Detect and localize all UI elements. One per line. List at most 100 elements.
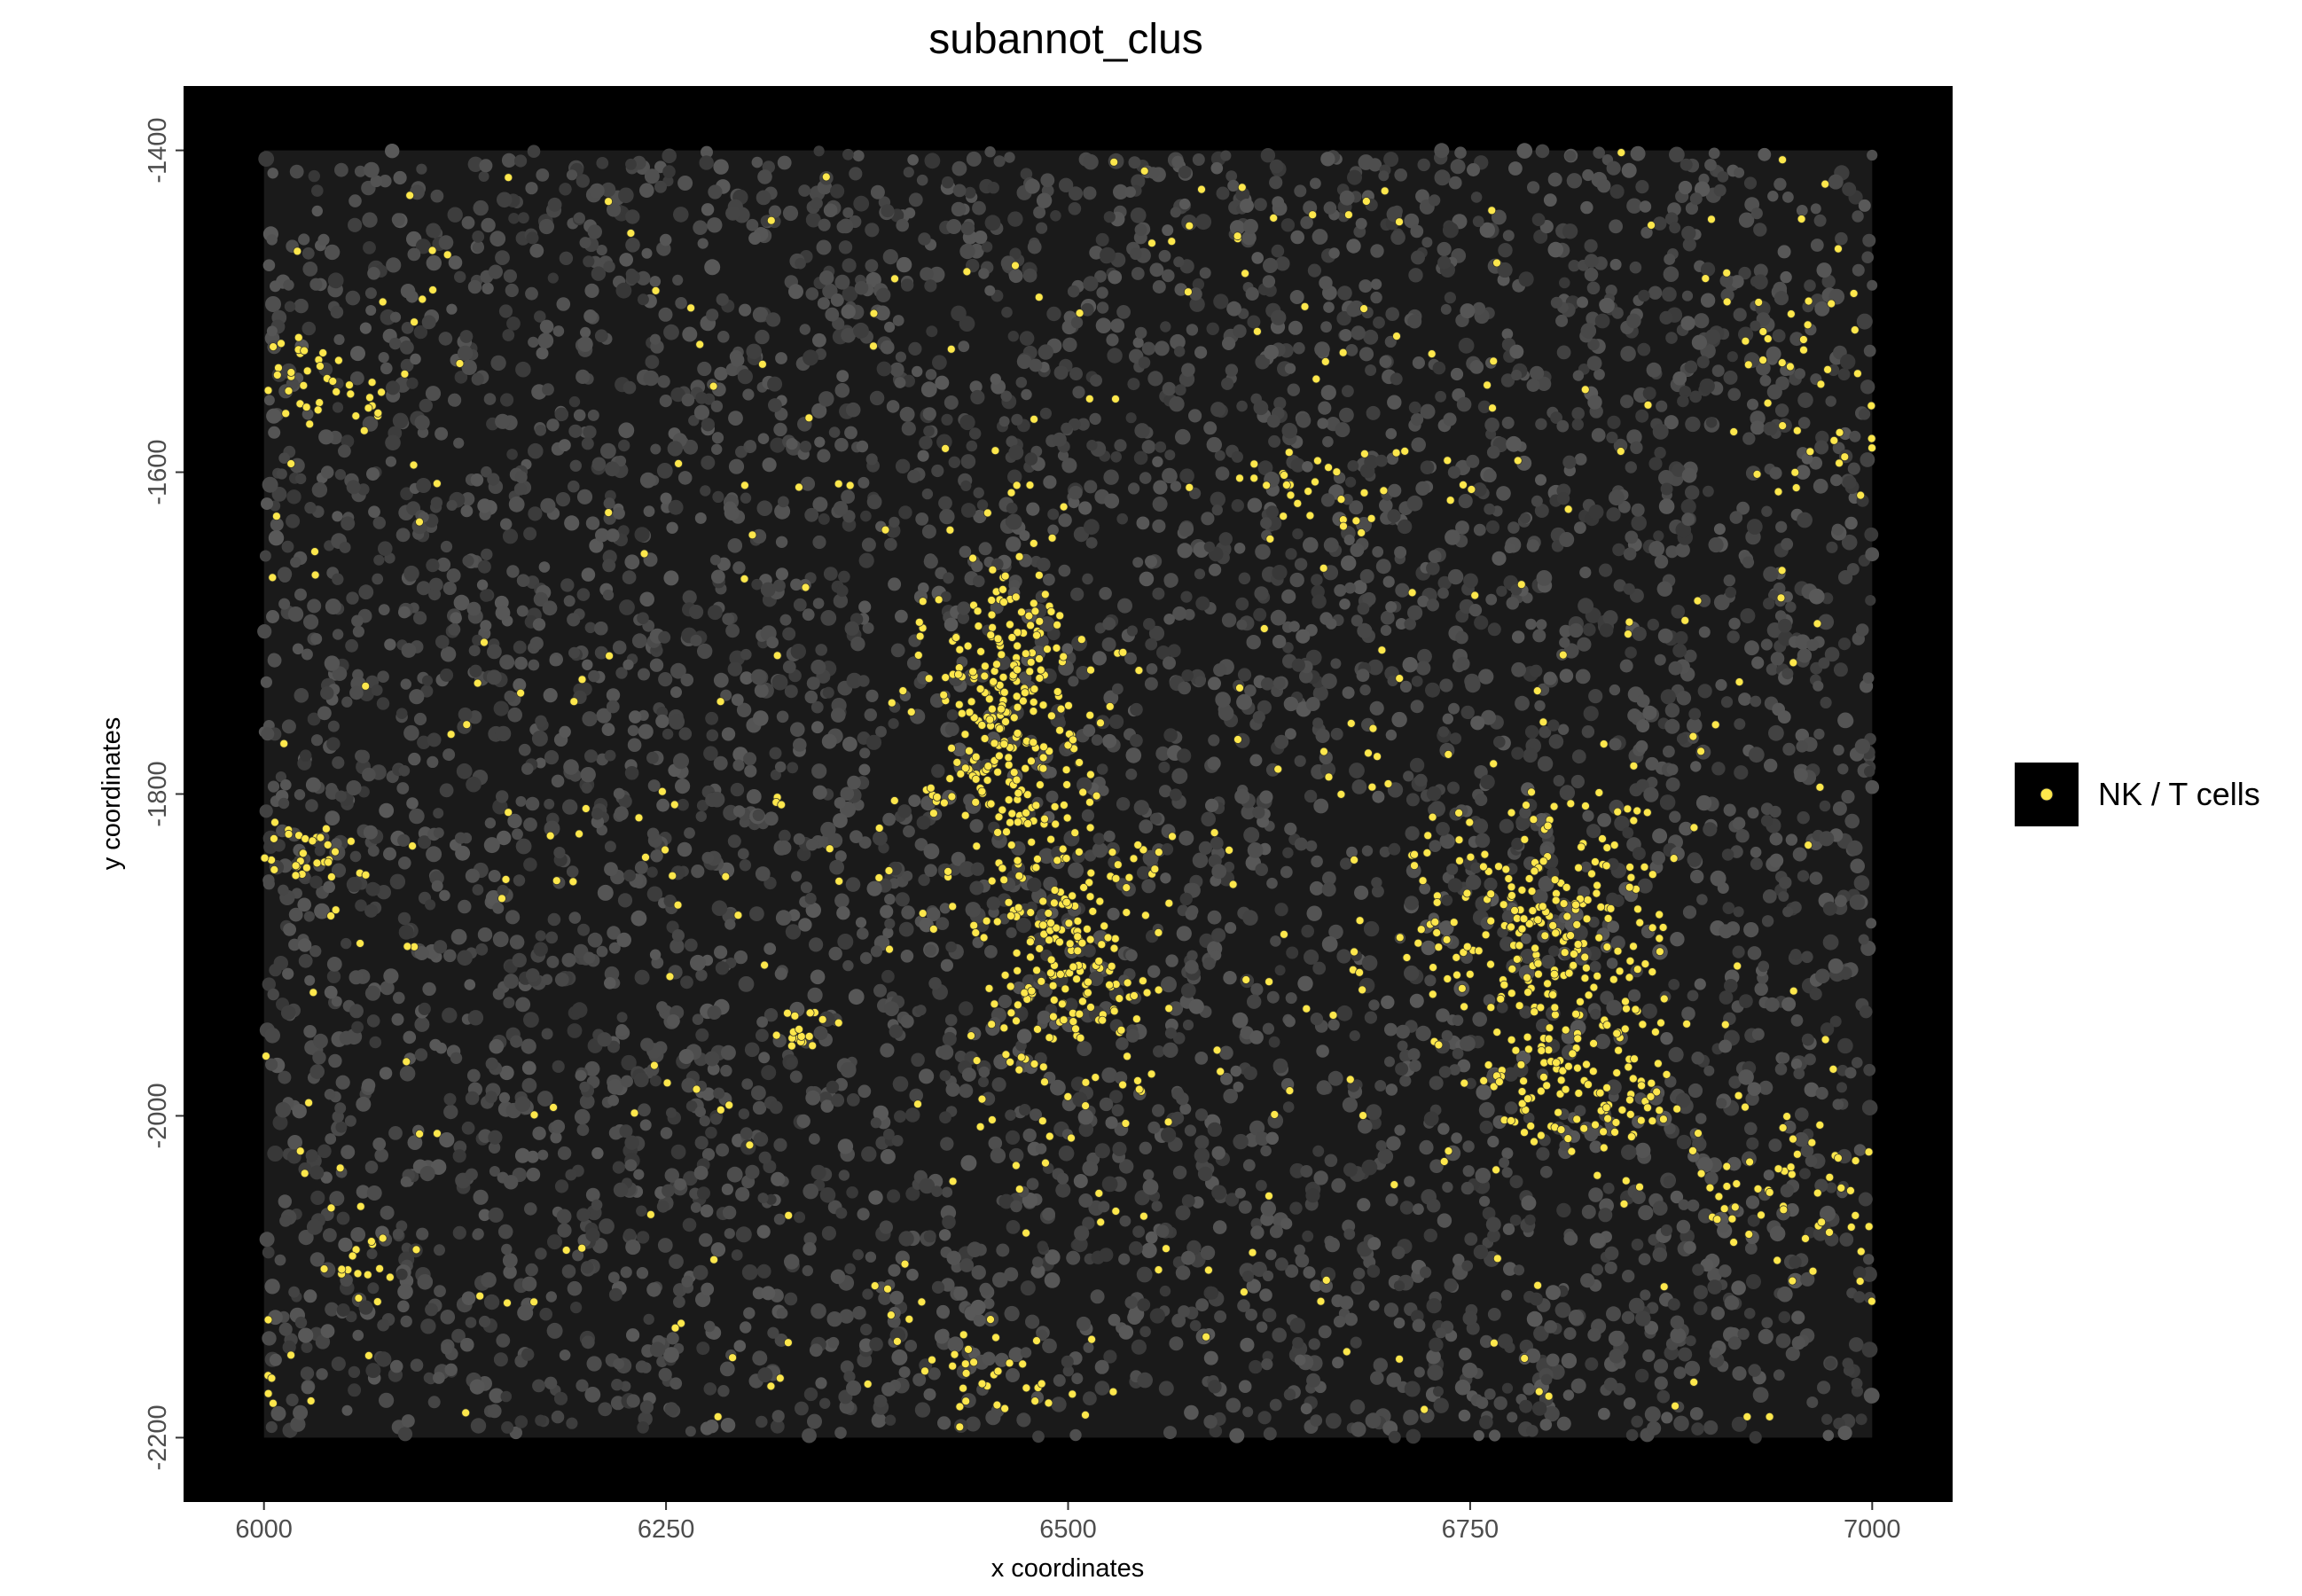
tissue-cell xyxy=(1310,1414,1323,1427)
tissue-cell xyxy=(277,567,293,582)
tissue-cell xyxy=(409,808,425,825)
tissue-cell xyxy=(425,1303,438,1317)
tissue-cell xyxy=(713,1087,725,1099)
tissue-cell xyxy=(259,550,271,562)
tissue-cell xyxy=(951,201,967,217)
tissue-cell xyxy=(483,837,500,854)
tissue-cell xyxy=(1520,949,1536,964)
tissue-cell xyxy=(1061,1355,1074,1368)
tissue-cell xyxy=(348,970,364,985)
tissue-cell xyxy=(1330,727,1343,740)
tissue-cell xyxy=(1047,524,1059,536)
tissue-cell xyxy=(525,286,538,301)
tissue-cell xyxy=(1195,596,1210,611)
tissue-cell xyxy=(1680,158,1693,171)
tissue-cell xyxy=(1654,653,1666,666)
tissue-cell xyxy=(1289,1318,1306,1334)
tissue-cell xyxy=(516,574,530,587)
tissue-cell xyxy=(786,1057,797,1068)
tissue-cell xyxy=(1837,1037,1853,1054)
tissue-cell xyxy=(591,1238,608,1254)
tissue-cell xyxy=(774,967,787,981)
tissue-cell xyxy=(1609,1349,1624,1364)
tissue-cell xyxy=(855,917,867,928)
tissue-cell xyxy=(1025,1314,1040,1329)
tissue-cell xyxy=(1390,230,1405,246)
tissue-cell xyxy=(1818,657,1830,669)
tissue-cell xyxy=(820,610,837,626)
tissue-cell xyxy=(1343,1228,1356,1240)
tissue-cell xyxy=(403,565,419,582)
tissue-cell xyxy=(298,1327,314,1343)
tissue-cell xyxy=(1703,485,1714,497)
tissue-cell xyxy=(1839,1232,1854,1247)
tissue-cell xyxy=(362,212,378,228)
tissue-cell xyxy=(1386,1136,1401,1151)
tissue-cell xyxy=(978,268,990,279)
tissue-cell xyxy=(569,459,582,472)
tissue-cell xyxy=(810,197,823,210)
tissue-cell xyxy=(810,659,826,675)
tissue-cell xyxy=(639,1400,654,1414)
tissue-cell xyxy=(264,1028,281,1044)
tissue-cell xyxy=(1000,390,1013,403)
tissue-cell xyxy=(1260,517,1272,529)
tissue-cell xyxy=(1382,575,1395,588)
tissue-cell xyxy=(1429,1337,1444,1352)
tissue-cell xyxy=(770,437,786,453)
tissue-cell xyxy=(1225,921,1237,935)
tissue-cell xyxy=(450,612,462,624)
tissue-cell xyxy=(273,956,288,971)
tissue-cell xyxy=(1184,1124,1196,1137)
tissue-cell xyxy=(1501,1382,1514,1394)
tissue-cell xyxy=(629,710,642,724)
tissue-cell xyxy=(1107,907,1120,920)
tissue-cell xyxy=(364,985,381,1001)
tissue-cell xyxy=(1285,548,1297,560)
tissue-cell xyxy=(707,217,723,233)
tissue-cell xyxy=(1747,807,1759,819)
tissue-cell xyxy=(1358,279,1373,293)
tissue-cell xyxy=(756,190,771,206)
tissue-cell xyxy=(1621,1310,1635,1325)
tissue-cell xyxy=(1852,263,1865,277)
tissue-cell xyxy=(1612,543,1625,557)
tissue-cell xyxy=(1186,950,1198,962)
tissue-cell xyxy=(579,1094,595,1109)
tissue-cell xyxy=(1860,379,1875,395)
tissue-cell xyxy=(1720,696,1734,708)
tissue-cell xyxy=(1636,694,1650,708)
tissue-cell xyxy=(1470,192,1483,203)
tissue-cell xyxy=(870,1117,881,1129)
tissue-cell xyxy=(880,1148,896,1164)
tissue-cell xyxy=(650,849,663,863)
tissue-cell xyxy=(289,164,304,179)
tissue-cell xyxy=(705,711,718,725)
tissue-cell xyxy=(395,708,408,719)
tissue-cell xyxy=(442,748,456,762)
tissue-cell xyxy=(1297,975,1313,992)
tissue-cell xyxy=(1270,609,1287,626)
tissue-cell xyxy=(1022,268,1037,283)
tissue-cell xyxy=(960,221,975,236)
tissue-cell xyxy=(1206,322,1219,335)
tissue-cell xyxy=(1606,999,1623,1016)
tissue-cell xyxy=(1252,710,1265,724)
tissue-cell xyxy=(1608,1330,1625,1347)
tissue-cell xyxy=(1745,1195,1760,1209)
tissue-cell xyxy=(928,266,945,283)
tissue-cell xyxy=(280,1005,296,1021)
tissue-cell xyxy=(1632,626,1647,641)
tissue-cell xyxy=(1274,734,1289,749)
tissue-cell xyxy=(836,584,849,598)
tissue-cell xyxy=(1753,263,1768,278)
tissue-cell xyxy=(1283,696,1299,712)
tissue-cell xyxy=(866,494,882,510)
tissue-cell xyxy=(1205,798,1219,813)
tissue-cell xyxy=(1613,579,1626,592)
tissue-cell xyxy=(336,1211,350,1225)
tissue-cell xyxy=(870,184,885,200)
tissue-cell xyxy=(1216,186,1230,200)
tissue-cell xyxy=(576,489,593,505)
tissue-cell xyxy=(1394,546,1407,559)
